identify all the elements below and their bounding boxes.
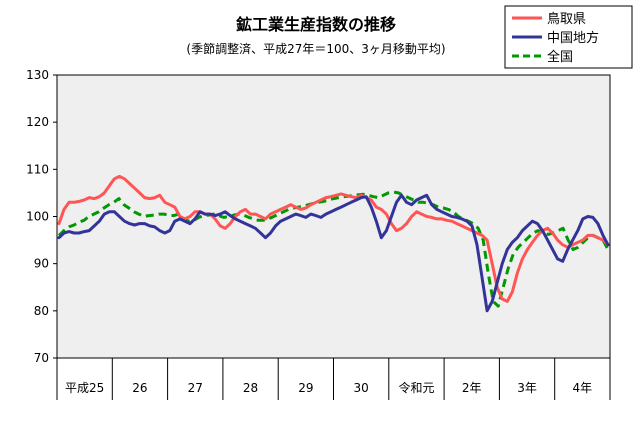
legend-label-1: 鳥取県 bbox=[547, 12, 586, 27]
x-tick-label: 2年 bbox=[462, 381, 482, 395]
legend-label-2: 中国地方 bbox=[547, 30, 599, 46]
plot-area bbox=[56, 74, 611, 359]
series-line-3 bbox=[57, 190, 610, 308]
x-tick-label: 30 bbox=[354, 381, 369, 395]
y-tick-label: 70 bbox=[34, 351, 49, 365]
chart-subtitle: (季節調整済、平成27年＝100、3ヶ月移動平均) bbox=[186, 41, 445, 56]
x-tick-label: 4年 bbox=[573, 381, 593, 395]
y-tick-label: 80 bbox=[34, 304, 49, 318]
x-tick-label: 26 bbox=[132, 381, 147, 395]
y-tick-label: 110 bbox=[26, 162, 49, 176]
series-line-1 bbox=[57, 174, 610, 303]
x-tick-label: 平成25 bbox=[65, 381, 104, 395]
x-tick-label: 27 bbox=[188, 381, 203, 395]
x-tick-label: 28 bbox=[243, 381, 258, 395]
y-tick-label: 100 bbox=[26, 210, 49, 224]
y-tick-label: 130 bbox=[26, 68, 49, 82]
y-tick-label: 90 bbox=[34, 257, 49, 271]
y-axis: 70 80 90 100 110 120 130 bbox=[26, 68, 57, 365]
x-axis: 平成25 26 27 28 29 30 令和元 2年 3年 4年 bbox=[56, 358, 611, 400]
series-layer bbox=[57, 174, 610, 313]
x-tick-label: 29 bbox=[298, 381, 313, 395]
y-tick-label: 120 bbox=[26, 115, 49, 129]
series-line-2 bbox=[57, 193, 610, 313]
legend-label-3: 全国 bbox=[547, 49, 573, 65]
x-tick-label: 3年 bbox=[517, 381, 537, 395]
x-tick-label: 令和元 bbox=[398, 380, 434, 395]
chart-title: 鉱工業生産指数の推移 bbox=[236, 15, 396, 34]
